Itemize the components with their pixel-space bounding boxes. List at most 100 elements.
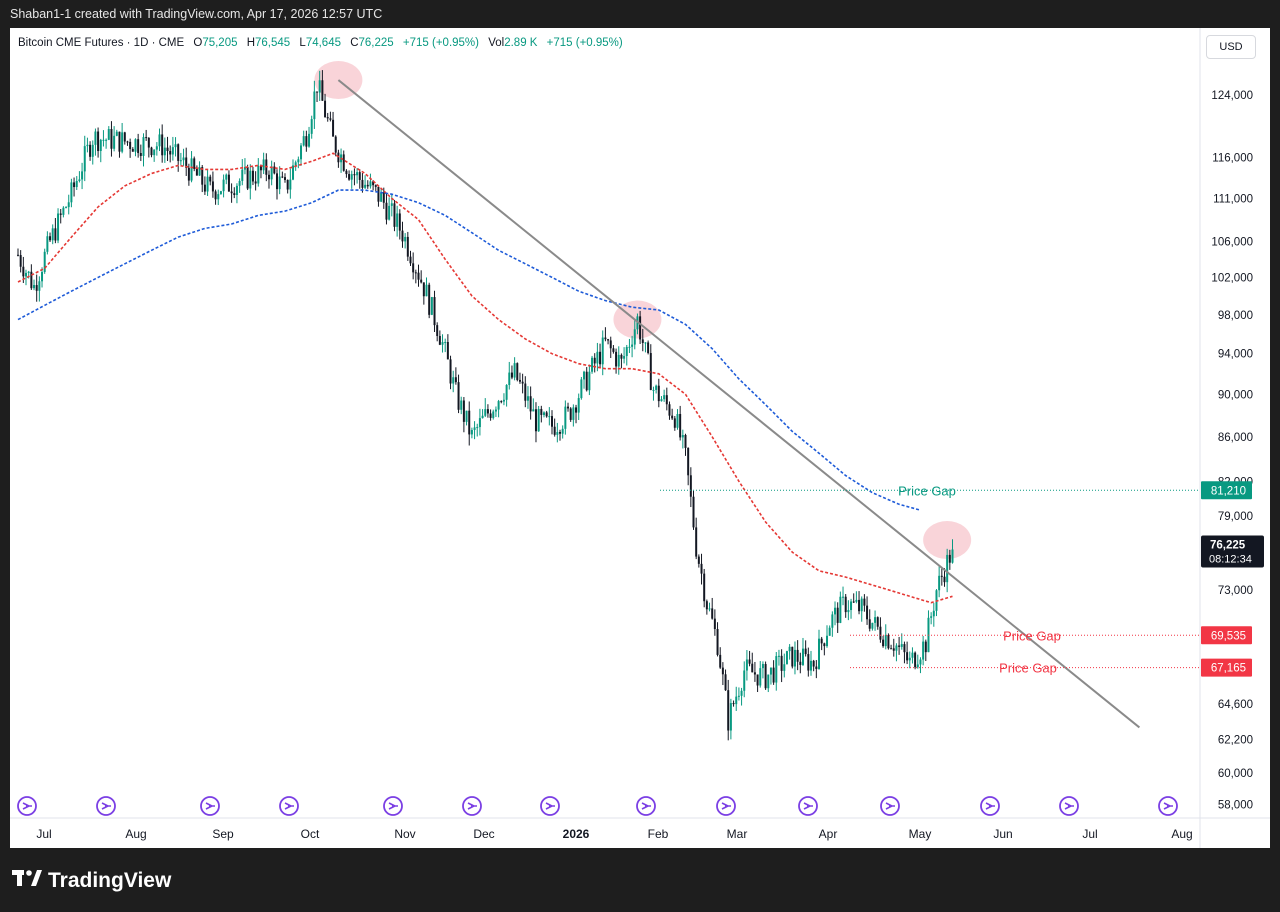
candle-body [652, 389, 655, 391]
candle-body [711, 608, 714, 619]
candle-body [660, 399, 663, 402]
candle-body [41, 271, 44, 282]
candle-body [251, 170, 254, 182]
candle-body [179, 160, 182, 162]
candle-body [663, 395, 666, 400]
candle-body [844, 596, 847, 613]
candle-body [51, 228, 54, 241]
candle-body [134, 139, 137, 152]
candle-body [289, 179, 292, 190]
x-tick-label: Apr [819, 827, 838, 841]
candle-body [174, 144, 177, 148]
price-gap-value: 67,165 [1211, 663, 1246, 675]
event-marker-arrow-icon [205, 802, 215, 810]
candle-body [772, 667, 775, 683]
candle-body [695, 527, 698, 557]
candle-body [649, 353, 652, 390]
candle-body [123, 132, 126, 142]
y-tick-label: 124,000 [1211, 90, 1253, 102]
candle-body [874, 617, 877, 623]
candle-body [529, 396, 532, 412]
candle-body [308, 133, 311, 147]
candle-body [505, 385, 508, 400]
moving-average-red [17, 152, 953, 604]
candle-body [190, 158, 193, 181]
candle-body [938, 575, 941, 591]
candle-body [452, 377, 455, 384]
candle-body [425, 284, 428, 297]
candle-body [860, 598, 863, 612]
candle-body [222, 179, 225, 192]
candle-body [850, 601, 853, 611]
candle-body [313, 91, 316, 120]
candle-body [599, 351, 602, 365]
candle-body [353, 174, 356, 176]
candlestick-chart[interactable]: 124,000 116,000 111,000 106,000 102,000 98,00… [10, 28, 1270, 848]
candle-body [417, 272, 420, 280]
candle-body [842, 596, 845, 598]
candle-body [270, 166, 273, 180]
candle-body [823, 643, 826, 647]
volume-change-value: +715 (+0.95%) [546, 37, 623, 49]
candle-body [390, 203, 393, 206]
candle-body [545, 412, 548, 417]
candle-body [559, 432, 562, 434]
close-label: C [350, 37, 359, 49]
y-tick-label: 106,000 [1211, 236, 1253, 248]
candle-body [433, 297, 436, 326]
candle-body [623, 356, 626, 359]
price-gap-badge [1201, 481, 1252, 500]
candle-body [684, 435, 687, 448]
candle-body [238, 180, 241, 186]
candle-body [249, 170, 252, 189]
candle-body [591, 357, 594, 372]
candle-body [799, 661, 802, 665]
chart-frame: 124,000 116,000 111,000 106,000 102,000 98,00… [10, 28, 1270, 848]
candle-body [484, 409, 487, 416]
candle-body [932, 610, 935, 617]
currency-button[interactable]: USD [1206, 35, 1256, 59]
candle-body [775, 656, 778, 683]
candle-body [369, 181, 372, 187]
trendline [337, 79, 1141, 729]
candle-body [524, 383, 527, 401]
candle-body [25, 272, 28, 277]
candle-body [54, 228, 57, 241]
candle-body [358, 172, 361, 180]
x-tick-label: Nov [394, 827, 415, 841]
candle-body [38, 281, 41, 291]
event-marker-arrow-icon [803, 802, 813, 810]
candle-body [655, 385, 658, 390]
candle-body [612, 348, 615, 352]
y-tick-label: 111,000 [1213, 193, 1253, 205]
candle-body [593, 357, 596, 364]
candle-body [294, 162, 297, 166]
candle-body [350, 174, 353, 180]
y-tick-label: 102,000 [1211, 272, 1253, 284]
candle-body [625, 347, 628, 357]
candle-body [65, 207, 68, 209]
candle-body [302, 136, 305, 146]
candle-body [575, 407, 578, 413]
candle-body [882, 639, 885, 647]
candle-body [118, 131, 121, 152]
candle-body [895, 645, 898, 651]
candle-body [147, 137, 150, 148]
candle-body [951, 549, 954, 563]
candle-body [828, 627, 831, 636]
candle-body [33, 285, 36, 289]
candle-body [804, 648, 807, 655]
candle-body [583, 371, 586, 380]
x-tick-label: Mar [727, 827, 748, 841]
candle-body [97, 131, 100, 152]
low-label: L [299, 37, 306, 49]
candle-body [855, 599, 858, 602]
candle-body [564, 406, 567, 429]
candle-body [751, 663, 754, 673]
event-marker-arrow-icon [721, 802, 731, 810]
y-tick-label: 90,000 [1218, 389, 1253, 401]
candle-body [764, 664, 767, 689]
candle-body [81, 171, 84, 180]
candle-body [911, 652, 914, 658]
last-price-badge [1201, 535, 1264, 568]
